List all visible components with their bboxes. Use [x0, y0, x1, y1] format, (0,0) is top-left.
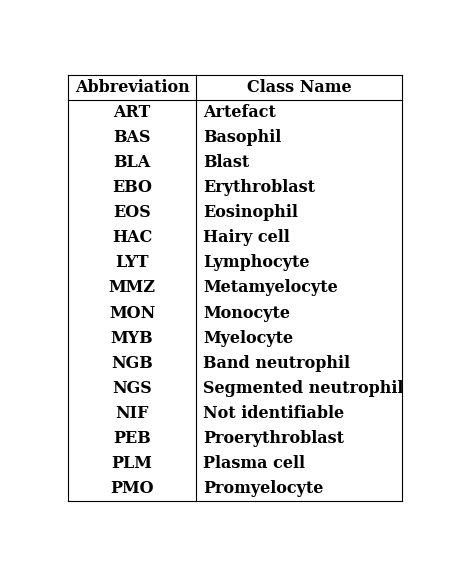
- Text: EOS: EOS: [113, 204, 151, 221]
- Text: BAS: BAS: [114, 129, 151, 146]
- Text: HAC: HAC: [112, 229, 153, 247]
- Text: Not identifiable: Not identifiable: [203, 405, 344, 422]
- Text: NGB: NGB: [111, 354, 153, 371]
- Text: Myelocyte: Myelocyte: [203, 329, 294, 346]
- Text: MMZ: MMZ: [109, 279, 156, 296]
- Text: Lymphocyte: Lymphocyte: [203, 254, 310, 272]
- Text: Basophil: Basophil: [203, 129, 282, 146]
- Text: Hairy cell: Hairy cell: [203, 229, 290, 247]
- Text: Proerythroblast: Proerythroblast: [203, 430, 344, 447]
- Text: EBO: EBO: [112, 179, 152, 196]
- Text: Monocyte: Monocyte: [203, 304, 290, 321]
- Text: PMO: PMO: [110, 480, 154, 497]
- Text: PLM: PLM: [112, 455, 153, 472]
- Text: PEB: PEB: [113, 430, 151, 447]
- Text: NGS: NGS: [112, 380, 152, 397]
- Text: Plasma cell: Plasma cell: [203, 455, 305, 472]
- Text: LYT: LYT: [115, 254, 149, 272]
- Text: MON: MON: [109, 304, 155, 321]
- Text: Band neutrophil: Band neutrophil: [203, 354, 350, 371]
- Text: Abbreviation: Abbreviation: [75, 79, 190, 96]
- Text: Eosinophil: Eosinophil: [203, 204, 298, 221]
- Text: Artefact: Artefact: [203, 104, 276, 121]
- Text: Class Name: Class Name: [247, 79, 351, 96]
- Text: ART: ART: [114, 104, 151, 121]
- Text: BLA: BLA: [114, 154, 151, 171]
- Text: Metamyelocyte: Metamyelocyte: [203, 279, 338, 296]
- Text: MYB: MYB: [111, 329, 153, 346]
- Text: Promyelocyte: Promyelocyte: [203, 480, 324, 497]
- Text: NIF: NIF: [115, 405, 149, 422]
- Text: Erythroblast: Erythroblast: [203, 179, 316, 196]
- Text: Blast: Blast: [203, 154, 250, 171]
- Text: Segmented neutrophil: Segmented neutrophil: [203, 380, 404, 397]
